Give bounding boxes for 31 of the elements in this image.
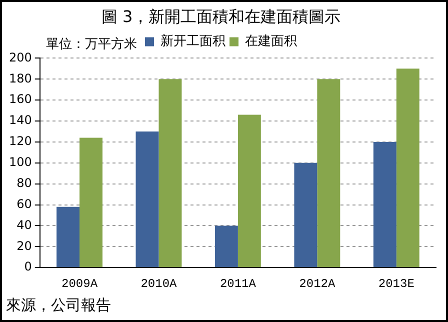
- bar: [56, 206, 80, 268]
- y-tick-label: 140: [9, 113, 32, 128]
- bar: [158, 79, 182, 268]
- x-tick-label: 2009A: [62, 276, 98, 291]
- bar: [373, 142, 396, 268]
- text: 單位：万平方米: [46, 36, 137, 52]
- bar: [317, 79, 340, 268]
- bar: [238, 114, 261, 268]
- bar: [80, 138, 102, 268]
- y-tick-label: 160: [9, 92, 32, 106]
- x-tick-label: 2011A: [220, 276, 257, 291]
- legend-label: 新开工面积: [160, 34, 226, 50]
- legend-label: 在建面积: [245, 34, 297, 50]
- x-tick-label: 2013E: [378, 276, 414, 291]
- y-tick-label: 20: [16, 238, 32, 253]
- y-tick-label: 80: [16, 176, 32, 190]
- x-tick-label: 2010A: [140, 276, 178, 291]
- bar: [396, 68, 420, 268]
- x-tick-label: 2012A: [299, 276, 336, 291]
- chart-title: 圖 3，新開工面積和在建面積圖示: [101, 6, 341, 26]
- y-tick-label: 120: [9, 134, 32, 148]
- text: 來源，公司報告: [6, 296, 111, 315]
- bar: [214, 226, 238, 268]
- y-tick-label: 200: [9, 50, 32, 64]
- bar: [136, 131, 159, 268]
- y-tick-label: 40: [16, 218, 32, 232]
- y-tick-label: 100: [9, 155, 32, 170]
- y-tick-label: 60: [16, 196, 32, 211]
- y-tick-label: 180: [9, 71, 32, 86]
- bar: [294, 162, 318, 268]
- y-tick-label: 0: [24, 260, 32, 274]
